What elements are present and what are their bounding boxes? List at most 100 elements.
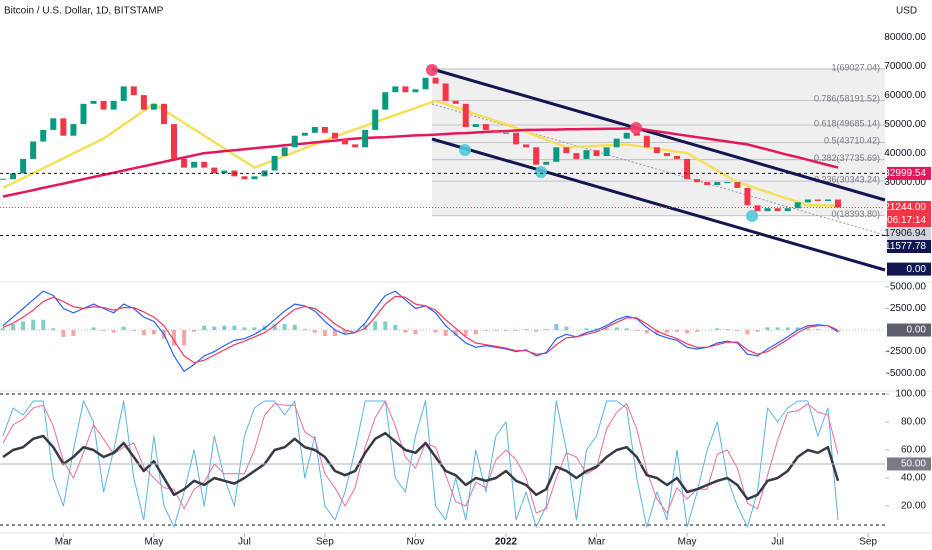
- candle: [412, 89, 419, 93]
- histogram-bar: [594, 328, 599, 331]
- channel-upper: [431, 67, 886, 202]
- channel-mid: [431, 103, 886, 236]
- y-tick-label: 80000.00: [884, 32, 926, 43]
- price-tag-label: 0.00: [907, 325, 927, 336]
- candle: [382, 92, 389, 110]
- x-tick-label: Mar: [55, 537, 73, 548]
- histogram-bar: [21, 321, 26, 331]
- currency: USD: [896, 6, 917, 17]
- price-tag: [887, 240, 931, 254]
- candle: [794, 202, 801, 209]
- histogram-bar: [182, 330, 187, 346]
- pivot-marker: [426, 64, 438, 76]
- candle: [321, 127, 328, 133]
- fib-label: 0.786(58191.52): [814, 94, 880, 104]
- histogram-bar: [1, 328, 5, 331]
- histogram-bar: [654, 330, 659, 334]
- candle: [342, 138, 349, 145]
- histogram-bar: [71, 330, 76, 337]
- histogram-bar: [644, 330, 649, 334]
- candle: [462, 103, 469, 128]
- candle: [774, 208, 781, 212]
- candle: [603, 147, 610, 157]
- candle: [10, 173, 17, 180]
- histogram-bar: [604, 328, 609, 331]
- histogram-bar: [363, 324, 368, 331]
- histogram-bar: [735, 330, 740, 331]
- candle: [503, 132, 509, 134]
- histogram-bar: [141, 330, 146, 336]
- candle: [543, 161, 550, 165]
- price-tag-label: 21244.00: [884, 202, 926, 213]
- x-tick-label: Nov: [407, 537, 425, 548]
- candle: [251, 176, 258, 180]
- candle: [30, 141, 37, 159]
- candle: [764, 208, 771, 212]
- moving-average: [2, 127, 839, 198]
- oscillator-line: [2, 431, 840, 501]
- channel-lower: [431, 137, 886, 272]
- price-tag-label: 50.00: [901, 459, 926, 470]
- candle: [583, 150, 590, 159]
- candle: [110, 100, 117, 110]
- histogram-bar: [534, 330, 539, 332]
- histogram-bar: [483, 330, 488, 331]
- candle: [160, 103, 167, 125]
- histogram-bar: [282, 323, 287, 331]
- candle: [171, 124, 178, 159]
- candle: [452, 100, 459, 104]
- y-tick-label: 70000.00: [884, 61, 926, 72]
- histogram-bar: [383, 321, 388, 331]
- histogram-bar: [51, 328, 56, 331]
- candle: [331, 132, 338, 139]
- chart-title: Bitcoin / U.S. Dollar, 1D, BITSTAMP: [4, 6, 164, 17]
- histogram-bar: [443, 330, 448, 337]
- x-tick-label: Jul: [771, 537, 784, 548]
- histogram-bar: [61, 330, 66, 337]
- candle: [553, 147, 560, 162]
- candle: [513, 132, 520, 145]
- histogram-bar: [463, 330, 468, 337]
- candle: [694, 179, 701, 183]
- histogram-bar: [564, 326, 569, 331]
- price-tag-label: 11577.78: [885, 241, 926, 252]
- candle: [643, 135, 650, 148]
- x-tick-label: 2022: [495, 537, 518, 548]
- y-tick-label: 80.00: [901, 417, 926, 428]
- y-tick-label: 40.00: [901, 473, 926, 484]
- y-tick-label: 50000.00: [884, 119, 926, 130]
- y-tick-label: 2500.00: [890, 303, 927, 314]
- candle: [824, 199, 831, 201]
- histogram-bar: [101, 330, 106, 331]
- histogram-bar: [272, 323, 277, 331]
- y-tick-label: 20.00: [901, 501, 926, 512]
- histogram-bar: [755, 330, 760, 332]
- candle: [533, 147, 540, 165]
- y-tick-label: 5000.00: [890, 282, 927, 293]
- histogram-bar: [292, 324, 297, 331]
- histogram-bar: [332, 330, 337, 337]
- histogram-bar: [695, 330, 700, 332]
- candle: [754, 205, 761, 212]
- candle: [834, 199, 841, 208]
- histogram-bar: [664, 330, 669, 333]
- histogram-bar: [403, 330, 408, 333]
- candle: [623, 132, 630, 139]
- candle: [734, 182, 741, 188]
- histogram-bar: [252, 327, 257, 331]
- countdown-tag: [887, 214, 931, 228]
- candle: [70, 124, 77, 136]
- candle: [674, 156, 681, 159]
- histogram-bar: [322, 330, 327, 337]
- candle: [814, 199, 821, 201]
- candle: [191, 161, 198, 168]
- candle: [140, 95, 147, 110]
- candle: [362, 129, 369, 148]
- histogram-bar: [343, 330, 348, 335]
- candle: [744, 187, 751, 206]
- price-tag: [887, 323, 931, 337]
- candle: [492, 129, 499, 133]
- histogram-bar: [473, 330, 478, 335]
